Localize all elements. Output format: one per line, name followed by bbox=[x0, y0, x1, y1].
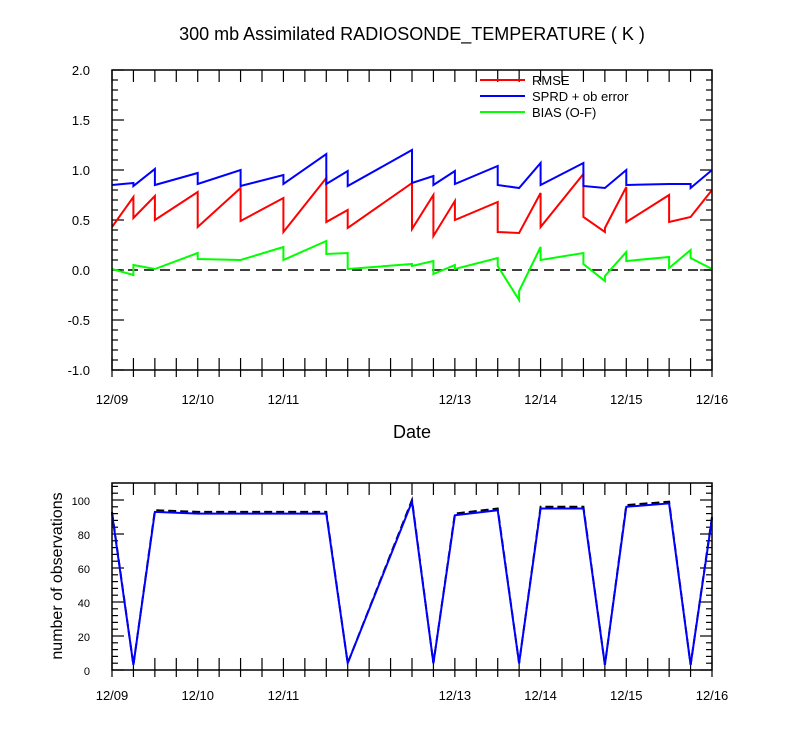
y-tick-label: 20 bbox=[78, 632, 90, 644]
x-tick-label: 12/11 bbox=[268, 392, 300, 407]
x-tick-label: 12/14 bbox=[524, 392, 557, 407]
top-plot-frame bbox=[111, 69, 713, 371]
x-tick-label: 12/14 bbox=[524, 688, 557, 703]
legend-label-sprd: SPRD + ob error bbox=[532, 89, 629, 104]
y-tick-label: 1.0 bbox=[72, 163, 90, 178]
y-tick-label: 0.5 bbox=[72, 213, 90, 228]
y-tick-label: -0.5 bbox=[68, 313, 90, 328]
legend-item-sprd: SPRD + ob error bbox=[480, 89, 629, 104]
y-tick-label: 80 bbox=[78, 530, 90, 542]
series-line-top-1 bbox=[111, 148, 713, 191]
chart-title: 300 mb Assimilated RADIOSONDE_TEMPERATUR… bbox=[179, 24, 645, 45]
top-series bbox=[111, 148, 713, 304]
legend-label-rmse: RMSE bbox=[532, 73, 570, 88]
x-tick-label: 12/13 bbox=[439, 688, 472, 703]
series-line-bot-0 bbox=[111, 496, 713, 668]
x-axis-label: Date bbox=[393, 422, 431, 442]
x-tick-label: 12/10 bbox=[181, 392, 214, 407]
y-tick-label: 0.0 bbox=[72, 263, 90, 278]
y-tick-label: 60 bbox=[78, 564, 90, 576]
bottom-series bbox=[111, 496, 713, 668]
series-line-top-2 bbox=[111, 239, 713, 304]
bottom-tick-marks bbox=[111, 483, 713, 677]
y-tick-label: 40 bbox=[78, 598, 90, 610]
top-y-tick-labels: -1.0 -0.5 0.0 0.5 1.0 1.5 2.0 bbox=[68, 63, 90, 378]
legend-item-bias: BIAS (O-F) bbox=[480, 105, 596, 120]
x-tick-label: 12/15 bbox=[610, 688, 643, 703]
series-line-bot-1 bbox=[111, 497, 713, 668]
x-tick-label: 12/13 bbox=[439, 392, 472, 407]
top-panel: -1.0-0.50.00.51.01.52.0 12/09 12/10 12/11 1… bbox=[68, 63, 729, 442]
bottom-plot-frame bbox=[111, 482, 713, 671]
x-tick-label: 12/11 bbox=[268, 688, 300, 703]
legend-label-bias: BIAS (O-F) bbox=[532, 105, 596, 120]
x-tick-label: 12/15 bbox=[610, 392, 643, 407]
y-tick-label: 0 bbox=[84, 666, 90, 678]
bottom-x-tick-labels: 12/09 12/10 12/11 12/13 12/14 12/15 12/16 bbox=[96, 688, 729, 703]
x-tick-label: 12/16 bbox=[696, 688, 729, 703]
y-tick-label: 2.0 bbox=[72, 63, 90, 78]
y-axis-label-observations: number of observations bbox=[49, 492, 66, 659]
series-line-top-0 bbox=[111, 171, 713, 240]
y-tick-label: 100 bbox=[72, 496, 90, 508]
x-tick-label: 12/10 bbox=[181, 688, 214, 703]
top-x-tick-labels: 12/09 12/10 12/11 12/13 12/14 12/15 12/16 bbox=[96, 392, 729, 407]
legend: RMSE SPRD + ob error BIAS (O-F) bbox=[480, 73, 629, 120]
legend-item-rmse: RMSE bbox=[480, 73, 570, 88]
x-tick-label: 12/09 bbox=[96, 688, 129, 703]
y-tick-label: 1.5 bbox=[72, 113, 90, 128]
x-tick-label: 12/16 bbox=[696, 392, 729, 407]
x-tick-label: 12/09 bbox=[96, 392, 129, 407]
bottom-y-tick-labels: 0 20 40 60 80 100 bbox=[72, 496, 90, 678]
y-tick-label: -1.0 bbox=[68, 363, 90, 378]
